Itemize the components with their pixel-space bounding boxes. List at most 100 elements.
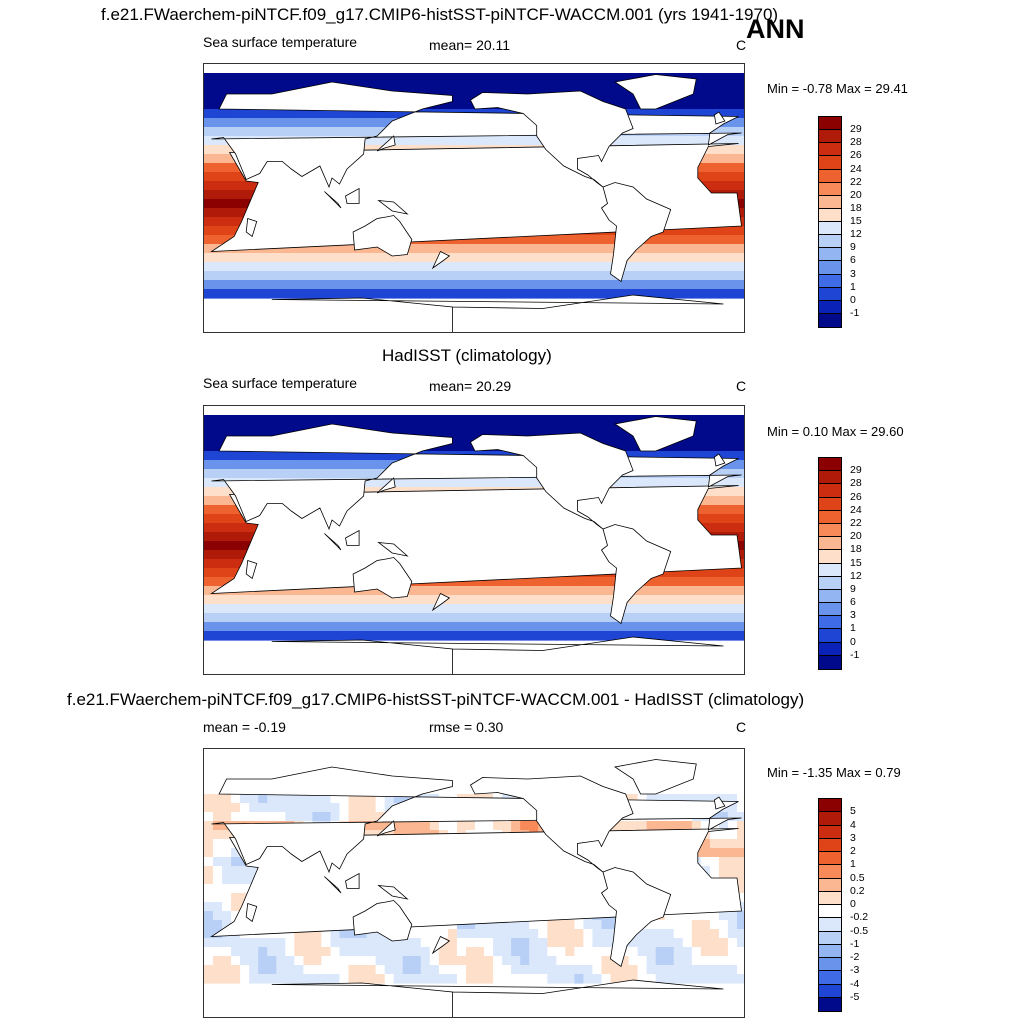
colorbar-label: 1 <box>850 858 856 871</box>
coastline <box>271 979 724 1017</box>
coastline <box>376 820 396 837</box>
colorbar-label: 3 <box>850 267 856 280</box>
coastline <box>245 559 258 580</box>
colorbar-swatch <box>819 523 841 538</box>
colorbar-swatch <box>819 905 841 919</box>
coastline <box>211 81 742 189</box>
colorbar-swatch <box>819 510 841 524</box>
colorbar-swatch <box>819 550 841 564</box>
colorbar-label: 9 <box>850 241 856 254</box>
colorbar-label: 18 <box>850 543 862 556</box>
colorbar-swatch <box>819 130 841 144</box>
colorbar-swatch <box>819 603 841 617</box>
coastline <box>345 187 360 204</box>
colorbar-swatch <box>819 576 841 590</box>
coastline <box>377 541 409 557</box>
colorbar-label: 26 <box>850 149 862 162</box>
panel-obs-minmax: Min = 0.10 Max = 29.60 <box>767 424 904 439</box>
colorbar-swatch <box>819 944 841 958</box>
colorbar-label: 22 <box>850 175 862 188</box>
colorbar-swatch <box>819 195 841 209</box>
colorbar-swatch <box>819 984 841 998</box>
panel-obs-variable: Sea surface temperature <box>203 375 358 391</box>
colorbar-swatch <box>819 471 841 485</box>
panel-model-variable: Sea surface temperature <box>203 34 358 50</box>
coastline <box>613 416 697 452</box>
colorbar-label: 4 <box>850 818 856 831</box>
panel-obs-units: C <box>736 378 747 394</box>
panel-model-units: C <box>736 37 747 53</box>
colorbar-swatch <box>819 629 841 643</box>
coastline <box>211 423 742 531</box>
colorbar-swatch <box>819 261 841 275</box>
panel-diff-mean: mean = -0.19 <box>203 719 286 735</box>
coastline <box>431 592 451 612</box>
colorbar-label: 15 <box>850 556 862 569</box>
colorbar-label: -2 <box>850 951 860 963</box>
colorbar-label: -0.2 <box>850 911 869 924</box>
panel-diff-rmse: rmse = 0.30 <box>429 719 504 735</box>
colorbar-swatch <box>819 997 841 1011</box>
coastline <box>376 477 396 494</box>
colorbar-swatch <box>819 300 841 314</box>
colorbar-swatch <box>819 458 841 472</box>
colorbar-label: -1 <box>850 648 860 661</box>
colorbar-label: 6 <box>850 596 856 609</box>
colorbar-swatch <box>819 287 841 301</box>
colorbar-label: 29 <box>850 123 862 136</box>
colorbar-label: -4 <box>850 977 860 990</box>
colorbar-swatch <box>819 274 841 288</box>
colorbar-swatch <box>819 117 841 131</box>
colorbar-swatch <box>819 235 841 249</box>
panel-model-colorbar <box>818 116 842 328</box>
panel-obs-title: HadISST (climatology) <box>382 346 552 365</box>
coastline <box>271 294 724 332</box>
coastline <box>613 74 697 110</box>
colorbar-swatch <box>819 812 841 826</box>
coastline <box>324 191 342 209</box>
colorbar-label: 9 <box>850 582 856 595</box>
colorbar-swatch <box>819 169 841 183</box>
colorbar-swatch <box>819 537 841 551</box>
panel-diff-units: C <box>736 719 747 735</box>
coastline <box>271 636 724 674</box>
coastline <box>431 935 451 955</box>
colorbar-swatch <box>819 208 841 222</box>
colorbar-label: 20 <box>850 188 862 201</box>
colorbar-label: -3 <box>850 964 860 977</box>
coastline <box>377 884 409 900</box>
coastline <box>324 533 342 551</box>
coastline <box>352 215 413 257</box>
coastline <box>469 432 634 530</box>
coastline <box>345 529 360 546</box>
colorbar-swatch <box>819 918 841 932</box>
colorbar-label: 5 <box>850 805 856 818</box>
colorbar-label: 28 <box>850 477 862 490</box>
colorbar-swatch <box>819 616 841 630</box>
coastline <box>245 217 258 238</box>
colorbar-swatch <box>819 891 841 905</box>
colorbar-label: 0.5 <box>850 871 865 884</box>
coastline <box>352 557 413 599</box>
panel-model-minmax: Min = -0.78 Max = 29.41 <box>767 81 908 96</box>
coastline <box>376 135 396 152</box>
panel-diff-minmax: Min = -1.35 Max = 0.79 <box>767 765 901 780</box>
coastline <box>713 796 726 810</box>
colorbar-label: 0 <box>850 898 856 910</box>
colorbar-label: 2 <box>850 845 856 857</box>
coastline <box>713 453 726 467</box>
coastline <box>431 250 451 270</box>
colorbar-label: -1 <box>850 937 860 950</box>
coastline <box>469 775 634 873</box>
coastline <box>469 90 634 188</box>
colorbar-swatch <box>819 143 841 157</box>
colorbar-label: 24 <box>850 503 862 516</box>
colorbar-label: -1 <box>850 306 860 319</box>
colorbar-swatch <box>819 865 841 879</box>
colorbar-swatch <box>819 655 841 669</box>
coastline <box>377 199 409 215</box>
coastline <box>613 759 697 795</box>
coastline <box>352 900 413 942</box>
colorbar-label: 26 <box>850 490 862 503</box>
colorbar-swatch <box>819 931 841 945</box>
